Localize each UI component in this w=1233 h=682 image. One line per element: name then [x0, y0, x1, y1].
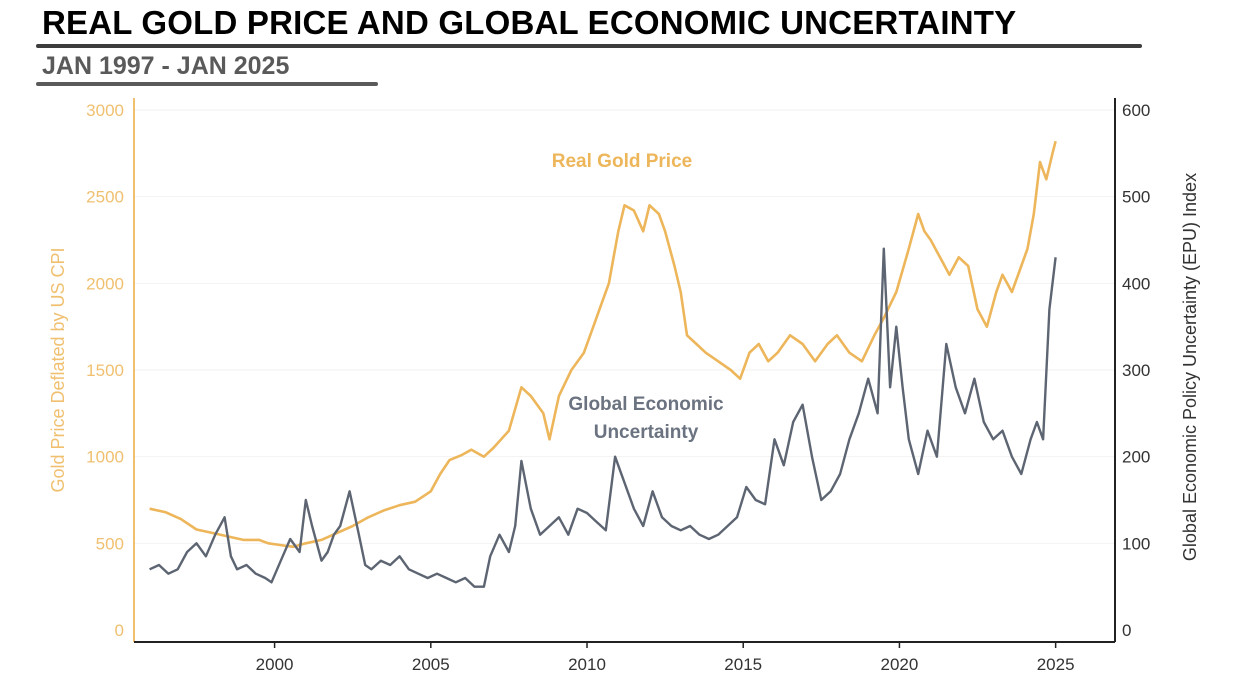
- right-tick-label-600: 600: [1122, 101, 1150, 120]
- right-tick-label-0: 0: [1122, 621, 1131, 640]
- left-axis-title: Gold Price Deflated by US CPI: [48, 247, 68, 492]
- chart-title: REAL GOLD PRICE AND GLOBAL ECONOMIC UNCE…: [42, 4, 1017, 41]
- annotation-epu-line2: Uncertainty: [594, 422, 699, 443]
- left-tick-label-500: 500: [96, 534, 124, 553]
- right-tick-label-100: 100: [1122, 534, 1150, 553]
- series-line-global-economic-uncertainty: [149, 247, 1057, 588]
- right-tick-label-300: 300: [1122, 361, 1150, 380]
- x-tick-label-2000: 2000: [256, 655, 294, 674]
- left-tick-label-1500: 1500: [86, 361, 124, 380]
- series-line-real-gold-price: [149, 140, 1057, 549]
- x-ticks: 2000 2005 2010 2015 2020 2025: [256, 642, 1075, 674]
- x-tick-label-2020: 2020: [881, 655, 919, 674]
- left-tick-label-1000: 1000: [86, 448, 124, 467]
- x-tick-label-2010: 2010: [568, 655, 606, 674]
- left-tick-label-2500: 2500: [86, 188, 124, 207]
- gridlines: [134, 109, 1115, 544]
- left-y-ticks: 0 500 1000 1500 2000 2500 3000: [86, 101, 124, 640]
- title-underline: [36, 44, 1142, 48]
- left-tick-label-2000: 2000: [86, 274, 124, 293]
- annotation-real-gold-price: Real Gold Price: [552, 151, 692, 172]
- subtitle-underline: [36, 82, 378, 86]
- right-y-ticks: 0 100 200 300 400 500 600: [1122, 101, 1150, 640]
- x-tick-label-2015: 2015: [724, 655, 762, 674]
- right-tick-label-500: 500: [1122, 188, 1150, 207]
- left-tick-label-3000: 3000: [86, 101, 124, 120]
- x-tick-label-2025: 2025: [1037, 655, 1075, 674]
- right-axis-title: Global Economic Policy Uncertainty (EPU)…: [1180, 173, 1200, 561]
- chart-subtitle: JAN 1997 - JAN 2025: [42, 52, 290, 80]
- right-tick-label-200: 200: [1122, 448, 1150, 467]
- x-tick-label-2005: 2005: [412, 655, 450, 674]
- left-tick-label-0: 0: [115, 621, 124, 640]
- right-tick-label-400: 400: [1122, 274, 1150, 293]
- annotation-epu-line1: Global Economic: [568, 394, 724, 415]
